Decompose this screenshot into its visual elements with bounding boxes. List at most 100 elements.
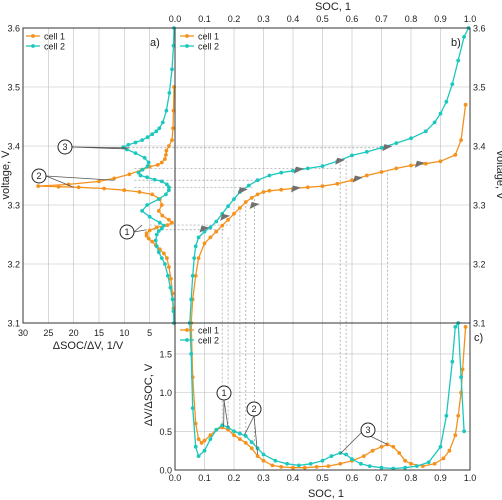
- panel-a-cell2-point-34: [121, 145, 126, 150]
- panel-a-cell2-point-39: [150, 132, 155, 137]
- panel-a-cell1-point-22: [150, 192, 155, 197]
- panel-b-cell1-point-19: [320, 184, 325, 189]
- panel-c-cell1-point-30: [403, 458, 407, 463]
- panel-c-cell2-point-22: [338, 451, 343, 455]
- panel-a-cell1-point-32: [127, 172, 132, 177]
- panel-b-xlabel: SOC, 1: [315, 1, 351, 13]
- panel-a-cell2-point-40: [154, 129, 159, 134]
- panel-a-cell1-point-6: [162, 251, 166, 256]
- panel-a-cell2-point-37: [140, 138, 145, 143]
- panel-b-cell1-point-30: [463, 102, 468, 107]
- panel-b-cell2-point-8: [214, 219, 219, 224]
- panel-c-cell2-point-18: [297, 463, 301, 468]
- panel-b-cell1-point-13: [255, 192, 260, 197]
- panel-c-cell2-point-21: [329, 454, 334, 458]
- panel-b-cell1-point-24: [394, 166, 399, 171]
- panel-b-ytick-1: 3.2: [473, 260, 486, 270]
- panel-a-cell2-point-44: [167, 91, 172, 95]
- panel-a-annot-2-leader-0: [45, 175, 115, 181]
- panel-b-xtick-7: 0.7: [375, 14, 388, 24]
- panel-a-cell2-point-45: [170, 67, 174, 72]
- panel-b-cell2-point-26: [423, 129, 428, 134]
- panel-c-cell1-point-17: [279, 465, 284, 469]
- panel-a-legend-label-cell1: cell 1: [44, 32, 65, 42]
- panel-c-cell1-point-19: [302, 465, 307, 470]
- panel-a-cell2-point-1: [171, 309, 176, 314]
- panel-c-xtick-7: 0.7: [375, 473, 388, 483]
- panel-a-xtick-5: 5: [147, 328, 152, 338]
- panel-b-cell2-point-21: [350, 153, 354, 158]
- panel-a-annot-1-circle: [119, 224, 135, 240]
- panel-a-cell1-point-37: [163, 157, 167, 161]
- panel-c-cell2-point-32: [438, 444, 443, 449]
- direction-arrow-1: [249, 202, 260, 209]
- panel-a-cell2-point-16: [140, 209, 145, 213]
- panel-a-cell2-point-5: [163, 262, 167, 266]
- panel-c-cell1-point-25: [370, 448, 375, 453]
- panel-a-cell2-point-29: [145, 164, 150, 169]
- grid-lines: [22, 27, 471, 471]
- panel-c-cell1-point-4: [199, 441, 204, 445]
- panel-b-ytick-2: 3.3: [473, 201, 486, 211]
- panel-a-legend-marker-cell1: [31, 34, 35, 38]
- direction-arrows: [199, 144, 425, 233]
- panel-a-cell1-point-23: [137, 190, 142, 194]
- panel-c-xtick-9: 0.9: [434, 473, 447, 483]
- panel-a-annot-3-text: 3: [62, 142, 67, 152]
- panel-c-legend-marker-cell2: [185, 338, 189, 342]
- panel-c-cell1-point-31: [409, 461, 413, 466]
- panel-b-xtick-8: 0.8: [405, 14, 418, 24]
- panel-b-cell1-point-18: [305, 185, 310, 190]
- panel-c-cell2-point-17: [285, 461, 289, 466]
- panel-a-xtick-3: 15: [94, 328, 104, 338]
- panel-b-cell1-point-12: [249, 196, 254, 200]
- panel-b-cell1-point-4: [202, 241, 207, 246]
- panel-c-cell1-point-15: [261, 458, 266, 463]
- data-series: [36, 26, 471, 471]
- direction-arrow-0: [199, 225, 210, 233]
- panel-c-cell1-point-26: [379, 444, 384, 449]
- panel-c-ytick-1: 0.5: [159, 427, 172, 437]
- panel-a-cell1-point-5: [165, 256, 169, 260]
- panel-c-cell1-point-5: [202, 438, 207, 443]
- panel-a-cell2-point-8: [154, 244, 159, 249]
- panel-b-cell2-point-16: [279, 170, 284, 175]
- annotations: 3 2 1 1 2 3: [31, 139, 388, 455]
- panel-a-xtick-0: 30: [18, 328, 28, 338]
- panel-b-xtick-1: 0.1: [198, 14, 211, 24]
- panel-a-cell2-point-10: [154, 232, 159, 237]
- panel-c-ytick-2: 1.0: [159, 388, 172, 398]
- panel-b-cell2-point-32: [462, 35, 466, 39]
- panel-c-cell1-point-11: [238, 437, 242, 441]
- panel-c-cell1-point-12: [243, 441, 248, 445]
- panel-b-cell2-point-24: [394, 141, 399, 146]
- panel-c-cell1-point-28: [391, 444, 396, 449]
- panel-b-xtick-3: 0.3: [257, 14, 270, 24]
- panel-c-cell2-point-13: [249, 440, 254, 444]
- panel-c-cell1-point-27: [385, 442, 390, 447]
- panel-c-xtick-0: 0.0: [169, 473, 182, 483]
- panel-c-cell1-point-22: [338, 461, 343, 466]
- panel-b-xtick-0: 0.0: [169, 14, 182, 24]
- panel-c-cell1-point-2: [193, 421, 198, 426]
- panel-b-cell2-point-10: [226, 204, 231, 209]
- panel-a-cell1-point-14: [154, 225, 159, 230]
- panel-a-annot-3-leader-1: [71, 146, 127, 150]
- panel-b-cell1-point-15: [267, 188, 272, 193]
- panel-c-label: c): [474, 332, 483, 344]
- panel-b-cell1-point-26: [423, 161, 428, 166]
- panel-c-annot-3-text: 3: [365, 425, 370, 435]
- panel-c-annot-1-leader-1: [223, 399, 229, 428]
- panel-b-legend-marker-cell2: [185, 44, 189, 48]
- panel-c-ytick-0: 0.0: [159, 466, 172, 476]
- panel-b-cell2-point-17: [291, 168, 295, 173]
- panel-a-cell2-point-13: [162, 223, 166, 228]
- axes: [22, 27, 471, 471]
- panel-c-cell1-point-20: [314, 465, 319, 469]
- panel-a-cell2-point-4: [166, 273, 170, 278]
- panel-b-cell1-point-23: [379, 170, 384, 174]
- panel-c-cell2-point-27: [379, 465, 384, 470]
- panel-c-cell2-point-35: [453, 325, 458, 329]
- panel-a-cell1-point-26: [76, 185, 81, 190]
- panel-a-annot-2-text: 2: [36, 171, 41, 181]
